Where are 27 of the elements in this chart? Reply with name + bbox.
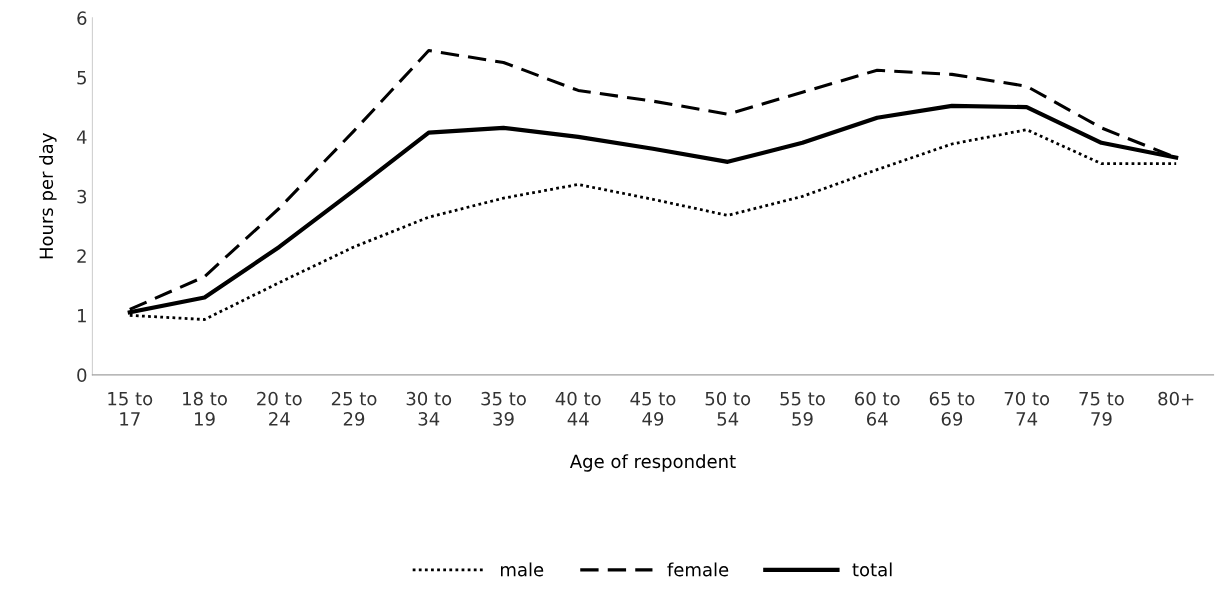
y-tick-label: 4 [76,130,87,144]
y-tick-label: 2 [77,249,86,263]
x-tick-label: 65 to 69 [929,391,975,426]
x-tick-label: 25 to 29 [331,391,377,426]
legend-label: female [667,562,729,577]
y-tick-label: 5 [77,71,86,85]
x-tick-label: 55 to 59 [780,392,825,426]
x-tick-label: 75 to 79 [1079,392,1124,426]
y-tick-label: 0 [77,368,87,382]
y-tick-label: 6 [77,11,87,25]
x-tick-label: 18 to 19 [183,391,227,426]
x-tick-label: 30 to 34 [406,391,452,426]
legend-label: male [501,562,544,577]
x-tick-label: 40 to 44 [555,391,601,426]
y-axis-title: Hours per day [39,133,57,259]
x-tick-label: 50 to 54 [705,391,751,426]
x-tick-label: 70 to 74 [1004,391,1050,426]
x-tick-label: 20 to 24 [257,391,302,426]
x-tick-label: 35 to 39 [481,391,526,426]
legend-label: total [852,562,892,577]
x-axis-title: Age of respondent [569,454,736,472]
x-tick-label: 80+ [1158,391,1194,406]
x-tick-label: 15 to 17 [108,392,153,426]
y-tick-label: 3 [77,189,87,204]
y-tick-label: 1 [78,309,86,323]
x-tick-label: 60 to 64 [855,391,900,426]
x-tick-label: 45 to 49 [630,392,676,426]
